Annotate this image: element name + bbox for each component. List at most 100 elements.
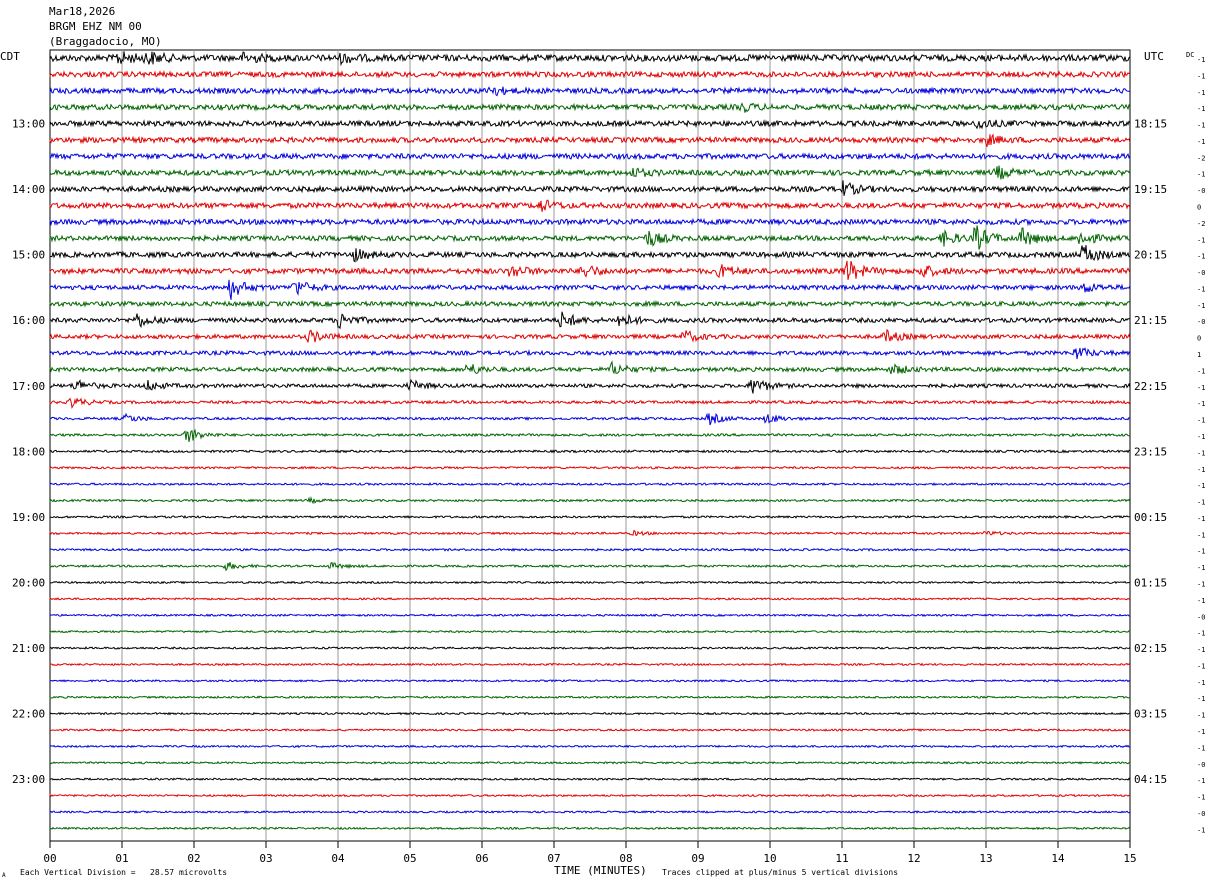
x-tick-label: 05 bbox=[403, 852, 416, 865]
dc-offset-label: -1 bbox=[1197, 826, 1205, 834]
dc-offset-label: -1 bbox=[1197, 302, 1205, 310]
x-tick-label: 15 bbox=[1123, 852, 1136, 865]
dc-offset-label: -1 bbox=[1197, 89, 1205, 97]
trace-42 bbox=[49, 744, 1130, 749]
dc-offset-label: -1 bbox=[1197, 400, 1205, 408]
location-label: (Braggadocio, MO) bbox=[49, 35, 162, 48]
dc-offset-label: -1 bbox=[1197, 646, 1205, 654]
x-tick-label: 08 bbox=[619, 852, 632, 865]
x-tick-label: 07 bbox=[547, 852, 560, 865]
x-tick-label: 10 bbox=[763, 852, 776, 865]
dc-offset-label: -0 bbox=[1197, 318, 1205, 326]
dc-offset-label: -2 bbox=[1197, 154, 1205, 162]
dc-offset-label: -1 bbox=[1197, 548, 1205, 556]
right-hour-label: 00:15 bbox=[1134, 511, 1167, 524]
trace-43 bbox=[49, 760, 1131, 765]
trace-29 bbox=[49, 529, 1131, 537]
x-tick-label: 09 bbox=[691, 852, 704, 865]
right-hour-label: 19:15 bbox=[1134, 183, 1167, 196]
right-hour-label: 20:15 bbox=[1134, 249, 1167, 262]
dc-offset-label: -1 bbox=[1197, 138, 1205, 146]
right-hour-label: 02:15 bbox=[1134, 642, 1167, 655]
corner-mark: A bbox=[2, 872, 6, 879]
x-tick-label: 14 bbox=[1051, 852, 1065, 865]
trace-33 bbox=[49, 597, 1131, 601]
x-tick-label: 06 bbox=[475, 852, 488, 865]
dc-offset-label: -0 bbox=[1197, 613, 1205, 621]
dc-offset-label: -1 bbox=[1197, 433, 1205, 441]
trace-15 bbox=[49, 299, 1131, 308]
left-hour-label: 21:00 bbox=[12, 642, 45, 655]
dc-offset-label: -1 bbox=[1197, 482, 1205, 490]
dc-offset-label: -1 bbox=[1197, 679, 1205, 687]
right-hour-label: 21:15 bbox=[1134, 314, 1167, 327]
time-axis: 00 01 02 03 04 05 06 07 08 09 10 11 12 13 14 15 bbox=[43, 841, 1137, 865]
trace-22 bbox=[49, 412, 1131, 426]
dc-offset-label: -1 bbox=[1197, 630, 1205, 638]
x-tick-label: 00 bbox=[43, 852, 56, 865]
trace-21 bbox=[49, 397, 1131, 410]
trace-9 bbox=[49, 199, 1131, 212]
right-timezone-label: UTC bbox=[1144, 50, 1164, 63]
dc-offset-label: 1 bbox=[1197, 351, 1201, 359]
trace-14 bbox=[49, 279, 1131, 300]
trace-20 bbox=[49, 378, 1131, 394]
dc-offset-label: -1 bbox=[1197, 105, 1205, 113]
trace-3 bbox=[49, 102, 1131, 113]
x-tick-label: 03 bbox=[259, 852, 272, 865]
x-tick-label: 02 bbox=[187, 852, 200, 865]
trace-7 bbox=[49, 165, 1131, 180]
left-hour-label: 13:00 bbox=[12, 118, 45, 131]
dc-offset-label: -1 bbox=[1197, 236, 1205, 244]
dc-offset-label: -0 bbox=[1197, 269, 1205, 277]
dc-offset-label: -1 bbox=[1197, 72, 1205, 80]
trace-46 bbox=[49, 810, 1131, 814]
dc-offset-label: 0 bbox=[1197, 204, 1201, 212]
right-hour-label: 03:15 bbox=[1134, 708, 1167, 721]
seismic-traces bbox=[49, 51, 1131, 831]
date-label: Mar18,2026 bbox=[49, 5, 116, 18]
trace-1 bbox=[49, 69, 1131, 79]
scale-note: Each Vertical Division = 28.57 microvolt… bbox=[20, 868, 227, 877]
dc-offset-label: -1 bbox=[1197, 285, 1205, 293]
dc-offset-label: -1 bbox=[1197, 499, 1205, 507]
left-timezone-label: CDT bbox=[0, 50, 20, 63]
trace-11 bbox=[49, 225, 1131, 250]
trace-37 bbox=[49, 662, 1131, 667]
axis-title: TIME (MINUTES) bbox=[554, 864, 647, 877]
dc-offset-label: -0 bbox=[1197, 761, 1205, 769]
dc-offset-label: -1 bbox=[1197, 384, 1205, 392]
trace-26 bbox=[49, 482, 1131, 487]
dc-offset-label: -1 bbox=[1197, 56, 1205, 64]
x-tick-label: 01 bbox=[115, 852, 128, 865]
dc-offset-label: -0 bbox=[1197, 187, 1205, 195]
x-tick-label: 13 bbox=[979, 852, 992, 865]
trace-12 bbox=[49, 245, 1131, 263]
trace-28 bbox=[49, 514, 1131, 520]
dc-offset-label: -1 bbox=[1197, 794, 1205, 802]
trace-10 bbox=[49, 217, 1131, 227]
trace-25 bbox=[49, 465, 1131, 470]
trace-5 bbox=[49, 133, 1131, 148]
trace-4 bbox=[49, 119, 1131, 130]
left-hour-label: 20:00 bbox=[12, 576, 45, 589]
trace-45 bbox=[49, 793, 1131, 798]
dc-offset-label: -1 bbox=[1197, 466, 1205, 474]
right-hour-label: 18:15 bbox=[1134, 118, 1167, 131]
hour-labels: -1 -1 -1 -1 -1 -1 -2 -1 -0 0 -2 -1 -1 -0 -1 -1 -0 0 1 -1 -1 -… bbox=[12, 56, 1205, 834]
left-hour-label: 18:00 bbox=[12, 445, 45, 458]
dc-offset-label: -1 bbox=[1197, 712, 1205, 720]
right-hour-label: 22:15 bbox=[1134, 380, 1167, 393]
right-hour-label: 04:15 bbox=[1134, 773, 1167, 786]
x-tick-label: 12 bbox=[907, 852, 920, 865]
clip-note: Traces clipped at plus/minus 5 vertical … bbox=[662, 868, 898, 877]
trace-23 bbox=[49, 428, 1131, 442]
trace-6 bbox=[49, 151, 1131, 161]
trace-24 bbox=[49, 449, 1131, 454]
dc-offset-label: -1 bbox=[1197, 531, 1205, 539]
trace-38 bbox=[49, 678, 1131, 683]
trace-30 bbox=[49, 547, 1130, 552]
dc-offset-label: -1 bbox=[1197, 564, 1205, 572]
dc-offset-label: -1 bbox=[1197, 122, 1205, 130]
trace-17 bbox=[49, 328, 1131, 343]
